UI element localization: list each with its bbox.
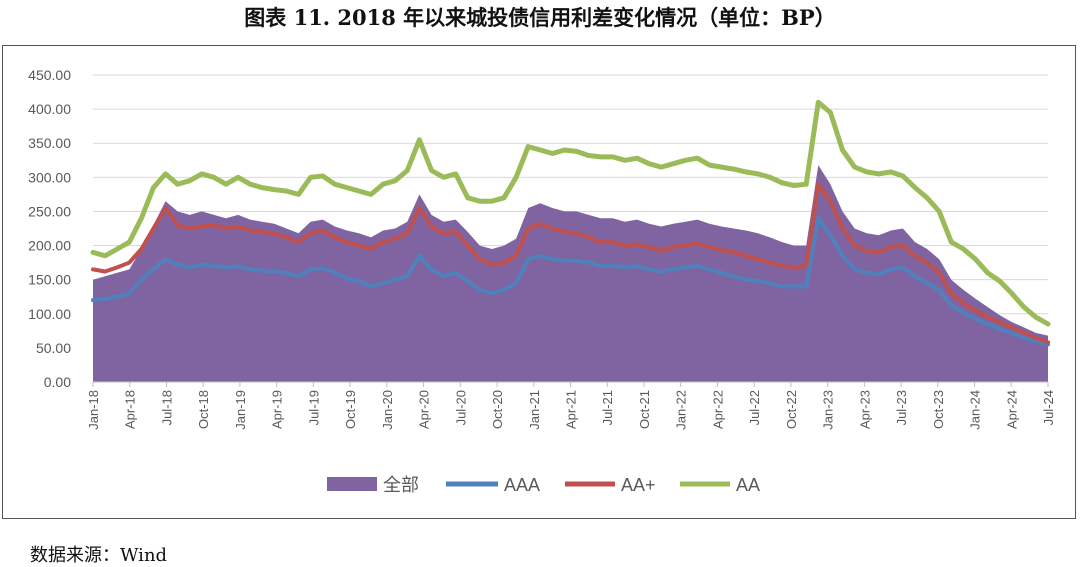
x-tick-label: Apr-22 — [710, 390, 725, 429]
x-tick-label: Oct-22 — [784, 390, 799, 429]
x-tick-label: Jan-21 — [527, 390, 542, 430]
legend: 全部 AAA AA+ AA — [327, 475, 760, 495]
x-tick-label: Oct-21 — [637, 390, 652, 429]
x-tick-label: Jul-19 — [306, 390, 321, 425]
x-tick-label: Jul-21 — [600, 390, 615, 425]
x-tick-label: Jan-20 — [380, 390, 395, 430]
x-axis: Jan-18 Apr-18 Jul-18 Oct-18 Jan-19 Apr-19 Jul-… — [86, 381, 1056, 430]
x-tick-label: Oct-18 — [196, 390, 211, 429]
y-tick-label: 200.00 — [28, 238, 71, 254]
x-tick-label: Oct-23 — [931, 390, 946, 429]
x-tick-label: Apr-21 — [564, 390, 579, 429]
x-tick-label: Jan-18 — [86, 390, 101, 430]
x-tick-label: Jan-23 — [821, 390, 836, 430]
legend-label: 全部 — [383, 475, 419, 495]
series-area-all — [93, 165, 1048, 382]
series-line-aa-plus — [91, 182, 1050, 345]
x-tick-label: Jul-24 — [1041, 390, 1056, 425]
legend-label: AA+ — [621, 475, 656, 495]
source-note: 数据来源：Wind — [30, 545, 168, 566]
series-line-aa — [90, 99, 1051, 327]
x-tick-label: Apr-19 — [270, 390, 285, 429]
series-layer — [90, 99, 1051, 382]
x-tick-label: Oct-19 — [343, 390, 358, 429]
y-tick-label: 450.00 — [28, 67, 71, 83]
series-line-aaa — [91, 216, 1050, 347]
y-tick-label: 300.00 — [28, 169, 71, 185]
x-tick-label: Jul-18 — [159, 390, 174, 425]
y-tick-label: 50.00 — [36, 340, 71, 356]
y-axis: 0.00 50.00 100.00 150.00 200.00 250.00 300.00 3… — [28, 67, 71, 390]
chart: 0.00 50.00 100.00 150.00 200.00 250.00 300.00 3… — [28, 67, 1056, 495]
x-tick-label: Apr-24 — [1004, 390, 1019, 429]
x-tick-label: Jul-20 — [453, 390, 468, 425]
x-tick-label: Jul-23 — [894, 390, 909, 425]
y-tick-label: 400.00 — [28, 101, 71, 117]
y-tick-label: 150.00 — [28, 272, 71, 288]
x-tick-label: Apr-18 — [123, 390, 138, 429]
y-tick-label: 350.00 — [28, 135, 71, 151]
y-tick-label: 100.00 — [28, 306, 71, 322]
x-tick-label: Jan-19 — [233, 390, 248, 430]
x-tick-label: Apr-20 — [417, 390, 432, 429]
legend-label: AA — [736, 475, 760, 495]
x-tick-label: Oct-20 — [490, 390, 505, 429]
legend-label: AAA — [504, 475, 540, 495]
y-tick-label: 0.00 — [44, 374, 71, 390]
legend-swatch — [327, 477, 377, 491]
x-tick-label: Apr-23 — [857, 390, 872, 429]
x-tick-label: Jan-22 — [674, 390, 689, 430]
chart-title: 图表 11. 2018 年以来城投债信用利差变化情况（单位：BP） — [244, 5, 836, 30]
x-tick-label: Jan-24 — [968, 390, 983, 430]
x-tick-label: Jul-22 — [747, 390, 762, 425]
y-tick-label: 250.00 — [28, 203, 71, 219]
